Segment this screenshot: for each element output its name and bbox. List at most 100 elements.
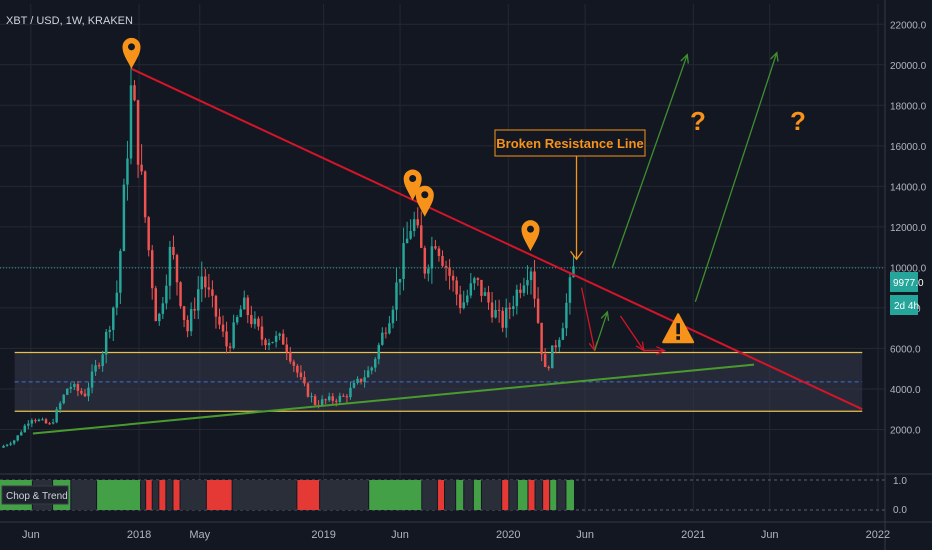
price-tag-box <box>890 272 918 292</box>
candle-body <box>228 346 232 348</box>
price-tick-label: 6000.0 <box>890 344 921 355</box>
candle-body <box>221 324 225 332</box>
price-tick-label: 14000.0 <box>890 182 927 193</box>
candle-body <box>122 184 126 251</box>
callout-arrow-head <box>569 250 584 261</box>
resistance-line <box>131 67 863 411</box>
candle-body <box>253 318 257 325</box>
candle-body <box>271 341 274 343</box>
time-tick-label: May <box>189 529 210 541</box>
candle-body <box>158 313 161 322</box>
candle-body <box>494 309 497 318</box>
regime-bar <box>297 480 320 510</box>
candle-body <box>356 378 359 383</box>
candle-body <box>37 419 41 422</box>
candle-body <box>182 306 186 320</box>
candle-body <box>232 322 235 348</box>
regime-bar <box>180 480 206 510</box>
candle-body <box>497 309 501 311</box>
candle-body <box>416 219 419 226</box>
countdown-value: 2d 4h <box>894 301 919 312</box>
map-pin-hole <box>127 43 135 51</box>
map-pin-icon-1 <box>122 37 141 69</box>
candle-body <box>366 370 370 378</box>
candle-body <box>430 246 434 269</box>
time-tick-label: 2018 <box>127 529 151 541</box>
markers <box>122 37 540 252</box>
price-tick-label: 18000.0 <box>890 101 927 112</box>
warning-bar <box>676 323 680 335</box>
candle-body <box>154 288 157 322</box>
candle-body <box>186 319 189 332</box>
candle-body <box>306 383 310 397</box>
time-tick-label: Jun <box>576 529 594 541</box>
candle-body <box>108 329 111 332</box>
candle-body <box>299 372 303 378</box>
candle-body <box>104 331 108 355</box>
projection-arrow-1-head <box>680 53 689 64</box>
candle-body <box>90 371 94 388</box>
candle-body <box>572 266 575 278</box>
candle-body <box>140 164 143 172</box>
candle-body <box>168 246 172 286</box>
countdown-box <box>890 295 918 315</box>
regime-bar <box>509 480 517 510</box>
candle-body <box>335 400 338 402</box>
candle-body <box>214 295 218 317</box>
candle-body <box>200 276 204 290</box>
candle-body <box>409 231 412 239</box>
candle-body <box>420 225 423 248</box>
regime-bar <box>97 480 141 510</box>
candle-body <box>303 377 306 384</box>
candle-body <box>551 345 554 369</box>
candle-body <box>58 403 62 410</box>
candle-body <box>543 354 547 368</box>
indicator-label-box <box>1 485 69 505</box>
question-marks: ? ? <box>690 106 806 136</box>
candle-body <box>490 302 494 318</box>
regime-bar <box>557 480 566 510</box>
price-tag-value: 9977.0 <box>893 278 924 289</box>
candle-body <box>363 377 366 382</box>
candle-body <box>30 420 34 424</box>
candle-body <box>476 278 480 280</box>
candle-body <box>381 332 384 345</box>
candle-body <box>384 332 388 334</box>
projection-arrows <box>569 51 779 355</box>
candle-body <box>48 423 51 425</box>
candle-body <box>395 282 398 310</box>
indicator-tick-0: 0.0 <box>893 505 907 516</box>
candle-body <box>23 425 27 433</box>
candle-body <box>519 289 522 293</box>
regime-bar <box>173 480 180 510</box>
candle-body <box>324 399 327 401</box>
price-tick-label: 16000.0 <box>890 142 927 153</box>
regime-bar <box>437 480 445 510</box>
candle-body <box>207 287 211 290</box>
candle-body <box>504 307 508 328</box>
candle-body <box>12 440 16 444</box>
time-tick-label: Jun <box>22 529 40 541</box>
candle-body <box>16 435 19 441</box>
candle-body <box>451 275 455 281</box>
candle-body <box>34 420 37 422</box>
regime-bar <box>206 480 232 510</box>
candle-body <box>274 335 278 342</box>
candle-body <box>80 390 83 394</box>
candle-body <box>427 268 430 274</box>
candle-body <box>246 297 250 316</box>
projection-arrow-4 <box>594 311 608 351</box>
regime-bar <box>502 480 509 510</box>
candle-body <box>179 282 182 307</box>
candle-body <box>161 303 165 314</box>
time-tick-label: 2019 <box>311 529 335 541</box>
time-tick-label: Jun <box>391 529 409 541</box>
callout-group: Broken Resistance Line <box>494 129 646 157</box>
indicator-pane: 1.0 0.0 <box>0 473 932 516</box>
candle-body <box>9 443 12 445</box>
candle-body <box>126 158 129 185</box>
candle-body <box>243 297 246 310</box>
indicator-name: Chop & Trend <box>6 491 68 502</box>
regime-bar <box>146 480 152 510</box>
